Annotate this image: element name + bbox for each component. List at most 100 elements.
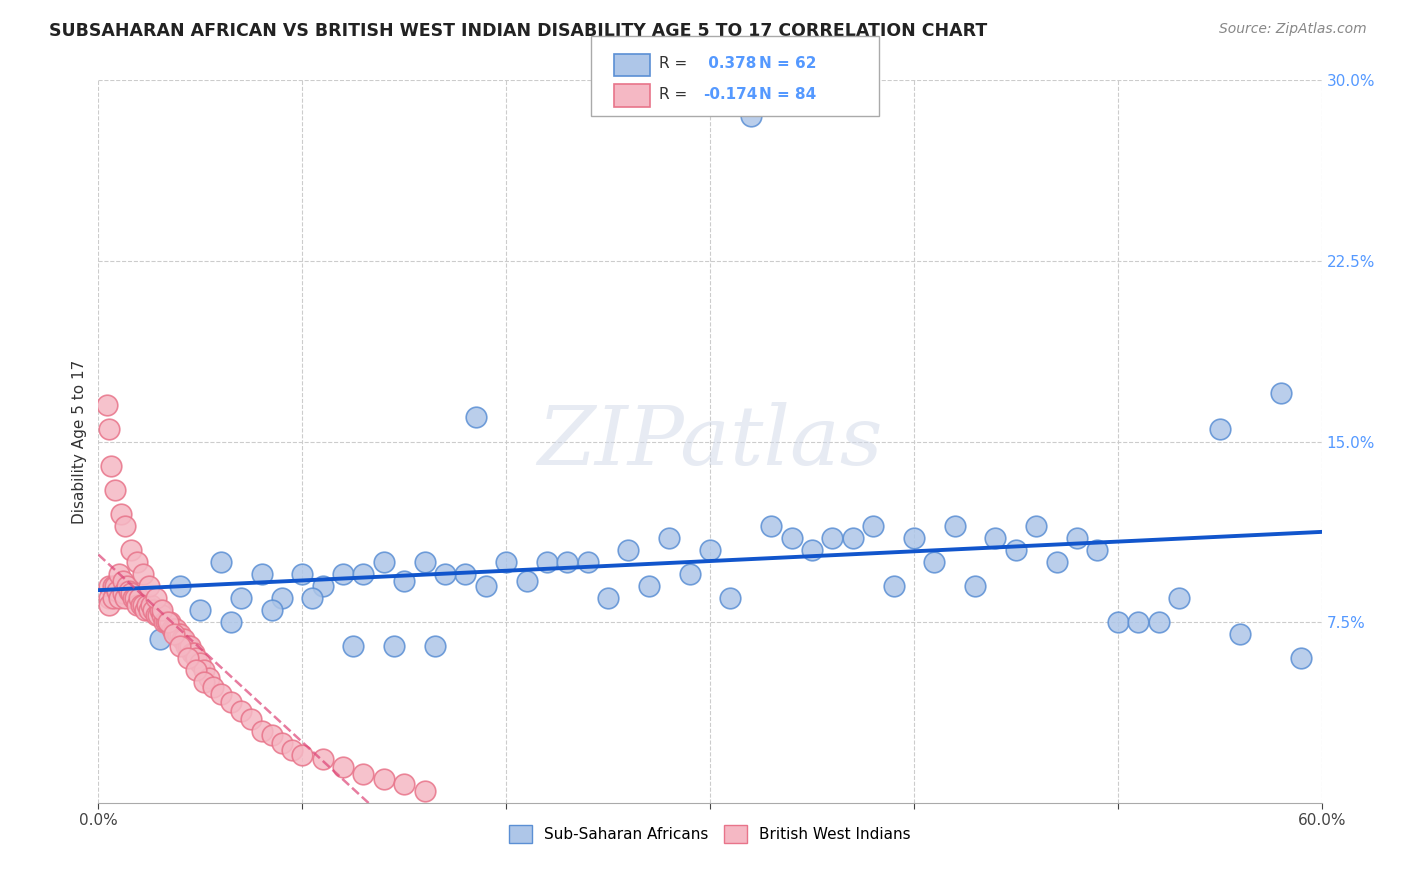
Point — [209, 687, 232, 701]
Text: Source: ZipAtlas.com: Source: ZipAtlas.com — [1219, 22, 1367, 37]
Point — [413, 784, 436, 798]
Point — [163, 623, 186, 637]
Point — [1107, 615, 1129, 630]
Point — [382, 639, 405, 653]
Point — [108, 567, 131, 582]
Point — [291, 567, 314, 582]
Text: N = 62: N = 62 — [759, 56, 817, 70]
Point — [474, 579, 498, 593]
Text: R =: R = — [659, 87, 693, 102]
Point — [780, 531, 803, 545]
Point — [260, 728, 283, 742]
Point — [169, 639, 191, 653]
Text: N = 84: N = 84 — [759, 87, 817, 102]
Point — [1147, 615, 1170, 630]
Point — [186, 651, 208, 665]
Point — [965, 579, 987, 593]
Text: R =: R = — [659, 56, 693, 70]
Point — [423, 639, 446, 653]
Point — [392, 776, 416, 790]
Point — [186, 664, 208, 678]
Point — [177, 639, 200, 653]
Point — [167, 627, 190, 641]
Point — [231, 704, 253, 718]
Point — [108, 591, 131, 605]
Point — [1209, 422, 1232, 436]
Point — [114, 518, 136, 533]
Point — [115, 579, 138, 593]
Point — [301, 591, 323, 605]
Point — [617, 542, 640, 557]
Point — [177, 651, 200, 665]
Point — [132, 599, 155, 613]
Point — [679, 567, 702, 582]
Point — [97, 579, 120, 593]
Point — [97, 422, 120, 436]
Point — [740, 109, 762, 123]
Point — [104, 579, 127, 593]
Point — [193, 675, 215, 690]
Point — [260, 603, 283, 617]
Point — [163, 627, 186, 641]
Point — [1025, 518, 1047, 533]
Point — [118, 583, 141, 598]
Point — [145, 607, 167, 622]
Point — [138, 603, 160, 617]
Point — [821, 531, 844, 545]
Point — [718, 591, 742, 605]
Point — [270, 735, 294, 749]
Point — [637, 579, 661, 593]
Point — [120, 542, 142, 557]
Point — [332, 567, 354, 582]
Point — [1066, 531, 1088, 545]
Point — [392, 574, 416, 589]
Point — [188, 656, 212, 670]
Point — [174, 639, 197, 653]
Point — [170, 632, 193, 646]
Point — [1004, 542, 1026, 557]
Point — [352, 767, 374, 781]
Point — [150, 607, 173, 622]
Text: 0.378: 0.378 — [703, 56, 756, 70]
Point — [761, 518, 783, 533]
Point — [352, 567, 374, 582]
Point — [495, 555, 517, 569]
Point — [1045, 555, 1069, 569]
Point — [312, 579, 335, 593]
Point — [841, 531, 863, 545]
Point — [598, 591, 620, 605]
Point — [1270, 386, 1292, 401]
Point — [160, 623, 183, 637]
Point — [219, 695, 242, 709]
Point — [122, 591, 145, 605]
Point — [250, 567, 273, 582]
Point — [104, 483, 127, 497]
Point — [120, 586, 142, 600]
Text: SUBSAHARAN AFRICAN VS BRITISH WEST INDIAN DISABILITY AGE 5 TO 17 CORRELATION CHA: SUBSAHARAN AFRICAN VS BRITISH WEST INDIA… — [49, 22, 987, 40]
Point — [136, 599, 159, 613]
Point — [332, 760, 354, 774]
Point — [96, 398, 118, 412]
Point — [105, 583, 128, 598]
Point — [454, 567, 477, 582]
Point — [155, 615, 177, 630]
Point — [110, 507, 132, 521]
Point — [101, 591, 124, 605]
Point — [883, 579, 905, 593]
Point — [183, 647, 205, 661]
Point — [434, 567, 457, 582]
Point — [127, 555, 149, 569]
Point — [536, 555, 558, 569]
Point — [862, 518, 884, 533]
Point — [516, 574, 538, 589]
Point — [97, 591, 120, 605]
Point — [101, 579, 124, 593]
Point — [138, 579, 160, 593]
Point — [291, 747, 314, 762]
Point — [943, 518, 966, 533]
Point — [270, 591, 294, 605]
Point — [128, 591, 150, 605]
Y-axis label: Disability Age 5 to 17: Disability Age 5 to 17 — [72, 359, 87, 524]
Point — [576, 555, 599, 569]
Point — [149, 603, 172, 617]
